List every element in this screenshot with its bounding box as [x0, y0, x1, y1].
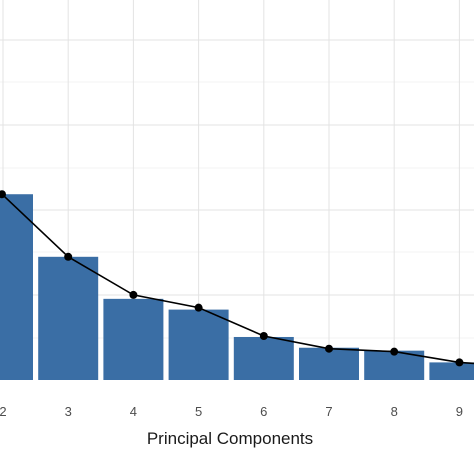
bar-pc-7 [299, 347, 359, 380]
x-tick-label-8: 8 [391, 404, 398, 419]
bars [0, 194, 474, 380]
bar-pc-6 [233, 336, 294, 380]
point-pc-5 [194, 303, 203, 312]
point-pc-6 [259, 332, 268, 340]
x-tick-label-2: 2 [0, 404, 7, 419]
point-pc-3 [64, 252, 73, 261]
x-tick-labels: 2 3 4 5 6 7 8 9 [0, 404, 463, 419]
point-pc-4 [129, 290, 138, 299]
bar-pc-2 [0, 194, 33, 380]
x-tick-label-3: 3 [65, 404, 72, 419]
bar-pc-4 [103, 298, 164, 380]
point-pc-2 [0, 190, 6, 199]
x-tick-label-4: 4 [130, 404, 137, 419]
bar-pc-5 [168, 309, 229, 380]
point-pc-8 [390, 347, 399, 356]
x-axis-title: Principal Components [147, 429, 313, 448]
x-tick-label-6: 6 [260, 404, 267, 419]
point-pc-9 [455, 358, 464, 367]
x-tick-label-9: 9 [456, 404, 463, 419]
grid-lines [0, 0, 474, 380]
bar-pc-9 [429, 362, 474, 380]
x-tick-label-5: 5 [195, 404, 202, 419]
variance-points [0, 190, 464, 367]
point-pc-7 [325, 344, 333, 353]
bar-pc-3 [38, 256, 99, 380]
x-tick-label-7: 7 [325, 404, 332, 419]
